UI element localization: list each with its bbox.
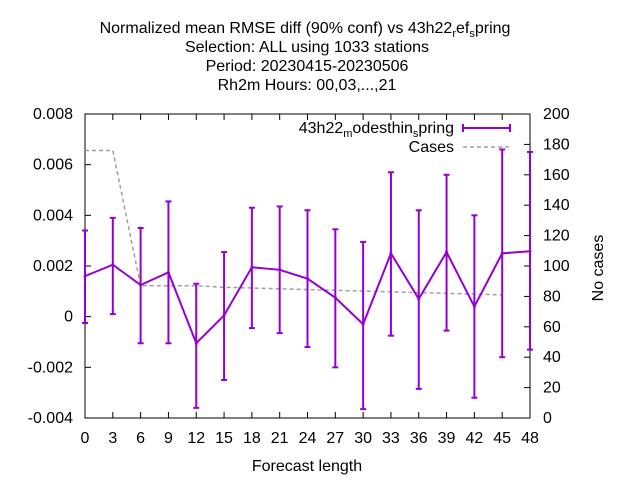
y2-tick-label: 20	[543, 380, 561, 397]
x-tick-label: 3	[108, 430, 117, 447]
data-point	[389, 251, 393, 255]
y2-tick-label: 180	[543, 136, 570, 153]
data-point	[139, 283, 143, 287]
x-tick-label: 6	[136, 430, 145, 447]
x-tick-label: 0	[81, 430, 90, 447]
modesthin-series	[82, 148, 533, 411]
x-axis-label: Forecast length	[252, 458, 362, 475]
data-point	[222, 313, 226, 317]
x-tick-label: 27	[326, 430, 344, 447]
cases-line	[85, 149, 503, 296]
x-tick-label: 21	[271, 430, 289, 447]
data-point	[445, 250, 449, 254]
data-point	[333, 296, 337, 300]
y2-tick-label: 160	[543, 167, 570, 184]
data-point	[194, 341, 198, 345]
y2-tick-label: 100	[543, 258, 570, 275]
x-tick-label: 18	[243, 430, 261, 447]
y-tick-label: 0.006	[33, 157, 73, 174]
legend-entry-modesthin: 43h22modesthinspring	[299, 120, 454, 140]
chart-title-line-2: Selection: ALL using 1033 stations	[185, 39, 429, 56]
y-tick-label: 0.002	[33, 258, 73, 275]
x-tick-label: 24	[299, 430, 317, 447]
data-point	[361, 322, 365, 326]
y-tick-label: 0.004	[33, 207, 73, 224]
data-point	[500, 251, 504, 255]
y2-axis-label: No cases	[590, 235, 607, 302]
data-point	[278, 268, 282, 272]
y-tick-label: 0.008	[33, 106, 73, 123]
y2-tick-label: 200	[543, 106, 570, 123]
x-tick-label: 12	[187, 430, 205, 447]
y-tick-label: -0.002	[28, 359, 73, 376]
x-tick-label: 36	[410, 430, 428, 447]
data-point	[417, 297, 421, 301]
data-point	[166, 270, 170, 274]
chart-title: Normalized mean RMSE diff (90% conf) vs …	[100, 20, 511, 94]
legend: 43h22modesthinspring Cases	[299, 120, 511, 156]
y-tick-label: -0.004	[28, 410, 73, 427]
axis-ticks	[84, 113, 531, 419]
data-point	[528, 249, 532, 253]
legend-entry-cases: Cases	[409, 139, 454, 156]
chart-title-line-1: Normalized mean RMSE diff (90% conf) vs …	[100, 20, 511, 40]
chart-title-line-4: Rh2m Hours: 00,03,...,21	[218, 77, 397, 94]
data-point	[250, 265, 254, 269]
x-tick-label: 48	[521, 430, 539, 447]
x-tick-label: 33	[382, 430, 400, 447]
cases-series	[85, 149, 503, 296]
data-point	[472, 305, 476, 309]
y2-tick-label: 40	[543, 349, 561, 366]
data-point	[111, 263, 115, 267]
y2-tick-label: 60	[543, 319, 561, 336]
y2-tick-label: 80	[543, 288, 561, 305]
data-point	[83, 274, 87, 278]
y2-tick-label: 140	[543, 197, 570, 214]
x-tick-label: 39	[438, 430, 456, 447]
axis-tick-labels: 0 3 6 9 12 15 18 21 24 27 30 33 36 39 42 45 48-0.004-0.0…	[28, 106, 570, 447]
x-tick-label: 42	[465, 430, 483, 447]
y-tick-label: 0	[64, 309, 73, 326]
chart-title-line-3: Period: 20230415-20230506	[206, 58, 409, 75]
x-tick-label: 30	[354, 430, 372, 447]
x-tick-label: 9	[164, 430, 173, 447]
y2-tick-label: 0	[543, 410, 552, 427]
x-tick-label: 45	[493, 430, 511, 447]
data-point	[306, 277, 309, 281]
y2-tick-label: 120	[543, 228, 570, 245]
x-tick-label: 15	[215, 430, 233, 447]
legend-swatch-modesthin	[462, 124, 511, 132]
